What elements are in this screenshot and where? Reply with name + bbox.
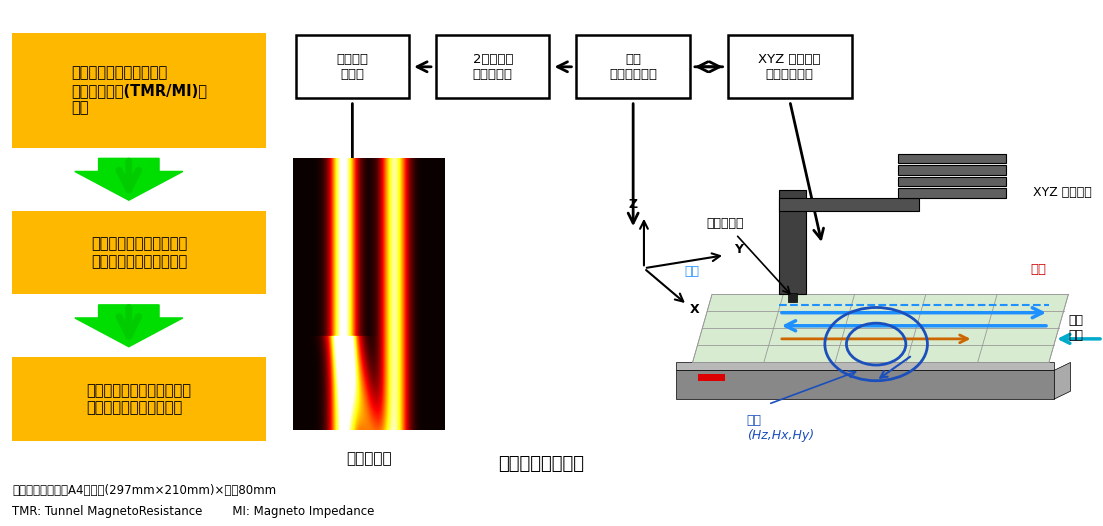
Polygon shape [676, 370, 1054, 399]
Polygon shape [693, 295, 1069, 362]
Text: 磁場分布
再構成: 磁場分布 再構成 [336, 53, 368, 81]
Text: 電流が作り出す磁場分布
を磁気センサ(TMR/MI)で
測定: 電流が作り出す磁場分布 を磁気センサ(TMR/MI)で 測定 [71, 65, 207, 115]
Text: Y: Y [735, 242, 743, 256]
FancyBboxPatch shape [898, 177, 1006, 186]
FancyBboxPatch shape [898, 165, 1006, 175]
FancyBboxPatch shape [898, 188, 1006, 198]
Text: 電流: 電流 [1030, 264, 1047, 276]
Text: 電流経路近傍の磁場分布
に再構成し分解能を向上: 電流経路近傍の磁場分布 に再構成し分解能を向上 [90, 236, 188, 269]
FancyBboxPatch shape [577, 35, 689, 98]
FancyBboxPatch shape [898, 154, 1006, 163]
Polygon shape [1054, 362, 1071, 399]
Text: 測定
対象: 測定 対象 [1069, 315, 1083, 342]
FancyBboxPatch shape [698, 375, 725, 381]
Text: TMR: Tunnel MagnetoResistance        MI: Magneto Impedance: TMR: Tunnel MagnetoResistance MI: Magnet… [12, 505, 375, 518]
Text: 磁場顕微鏡の構成: 磁場顕微鏡の構成 [499, 456, 585, 473]
Text: 電流経路像: 電流経路像 [345, 451, 392, 467]
Text: X: X [689, 302, 699, 316]
FancyBboxPatch shape [12, 357, 266, 441]
FancyBboxPatch shape [779, 190, 806, 295]
FancyBboxPatch shape [728, 35, 852, 98]
Polygon shape [75, 158, 183, 200]
Text: 制御
コンピュータ: 制御 コンピュータ [609, 53, 657, 81]
Polygon shape [75, 305, 183, 347]
Text: 2次元磁場
分布データ: 2次元磁場 分布データ [472, 53, 513, 81]
Polygon shape [676, 362, 1054, 370]
Text: XYZ ステージ: XYZ ステージ [1032, 186, 1092, 199]
FancyBboxPatch shape [12, 211, 266, 295]
Text: 磁気センサ: 磁気センサ [707, 217, 745, 230]
Text: 磁場
(Hz,Hx,Hy): 磁場 (Hz,Hx,Hy) [747, 414, 814, 442]
FancyBboxPatch shape [436, 35, 549, 98]
Text: XYZ ステージ
コントローラ: XYZ ステージ コントローラ [759, 53, 821, 81]
Text: Z: Z [629, 198, 638, 211]
FancyBboxPatch shape [296, 35, 409, 98]
FancyBboxPatch shape [779, 198, 919, 211]
Text: 最大試料サイズ：A4サイズ(297mm×210mm)×高さ80mm: 最大試料サイズ：A4サイズ(297mm×210mm)×高さ80mm [12, 484, 277, 497]
Text: 磁場の変化が大きい箇所を
電流経路と推測し可視化: 磁場の変化が大きい箇所を 電流経路と推測し可視化 [86, 383, 192, 415]
FancyBboxPatch shape [788, 293, 797, 302]
Text: 走査: 走査 [684, 266, 699, 278]
FancyBboxPatch shape [12, 33, 266, 148]
